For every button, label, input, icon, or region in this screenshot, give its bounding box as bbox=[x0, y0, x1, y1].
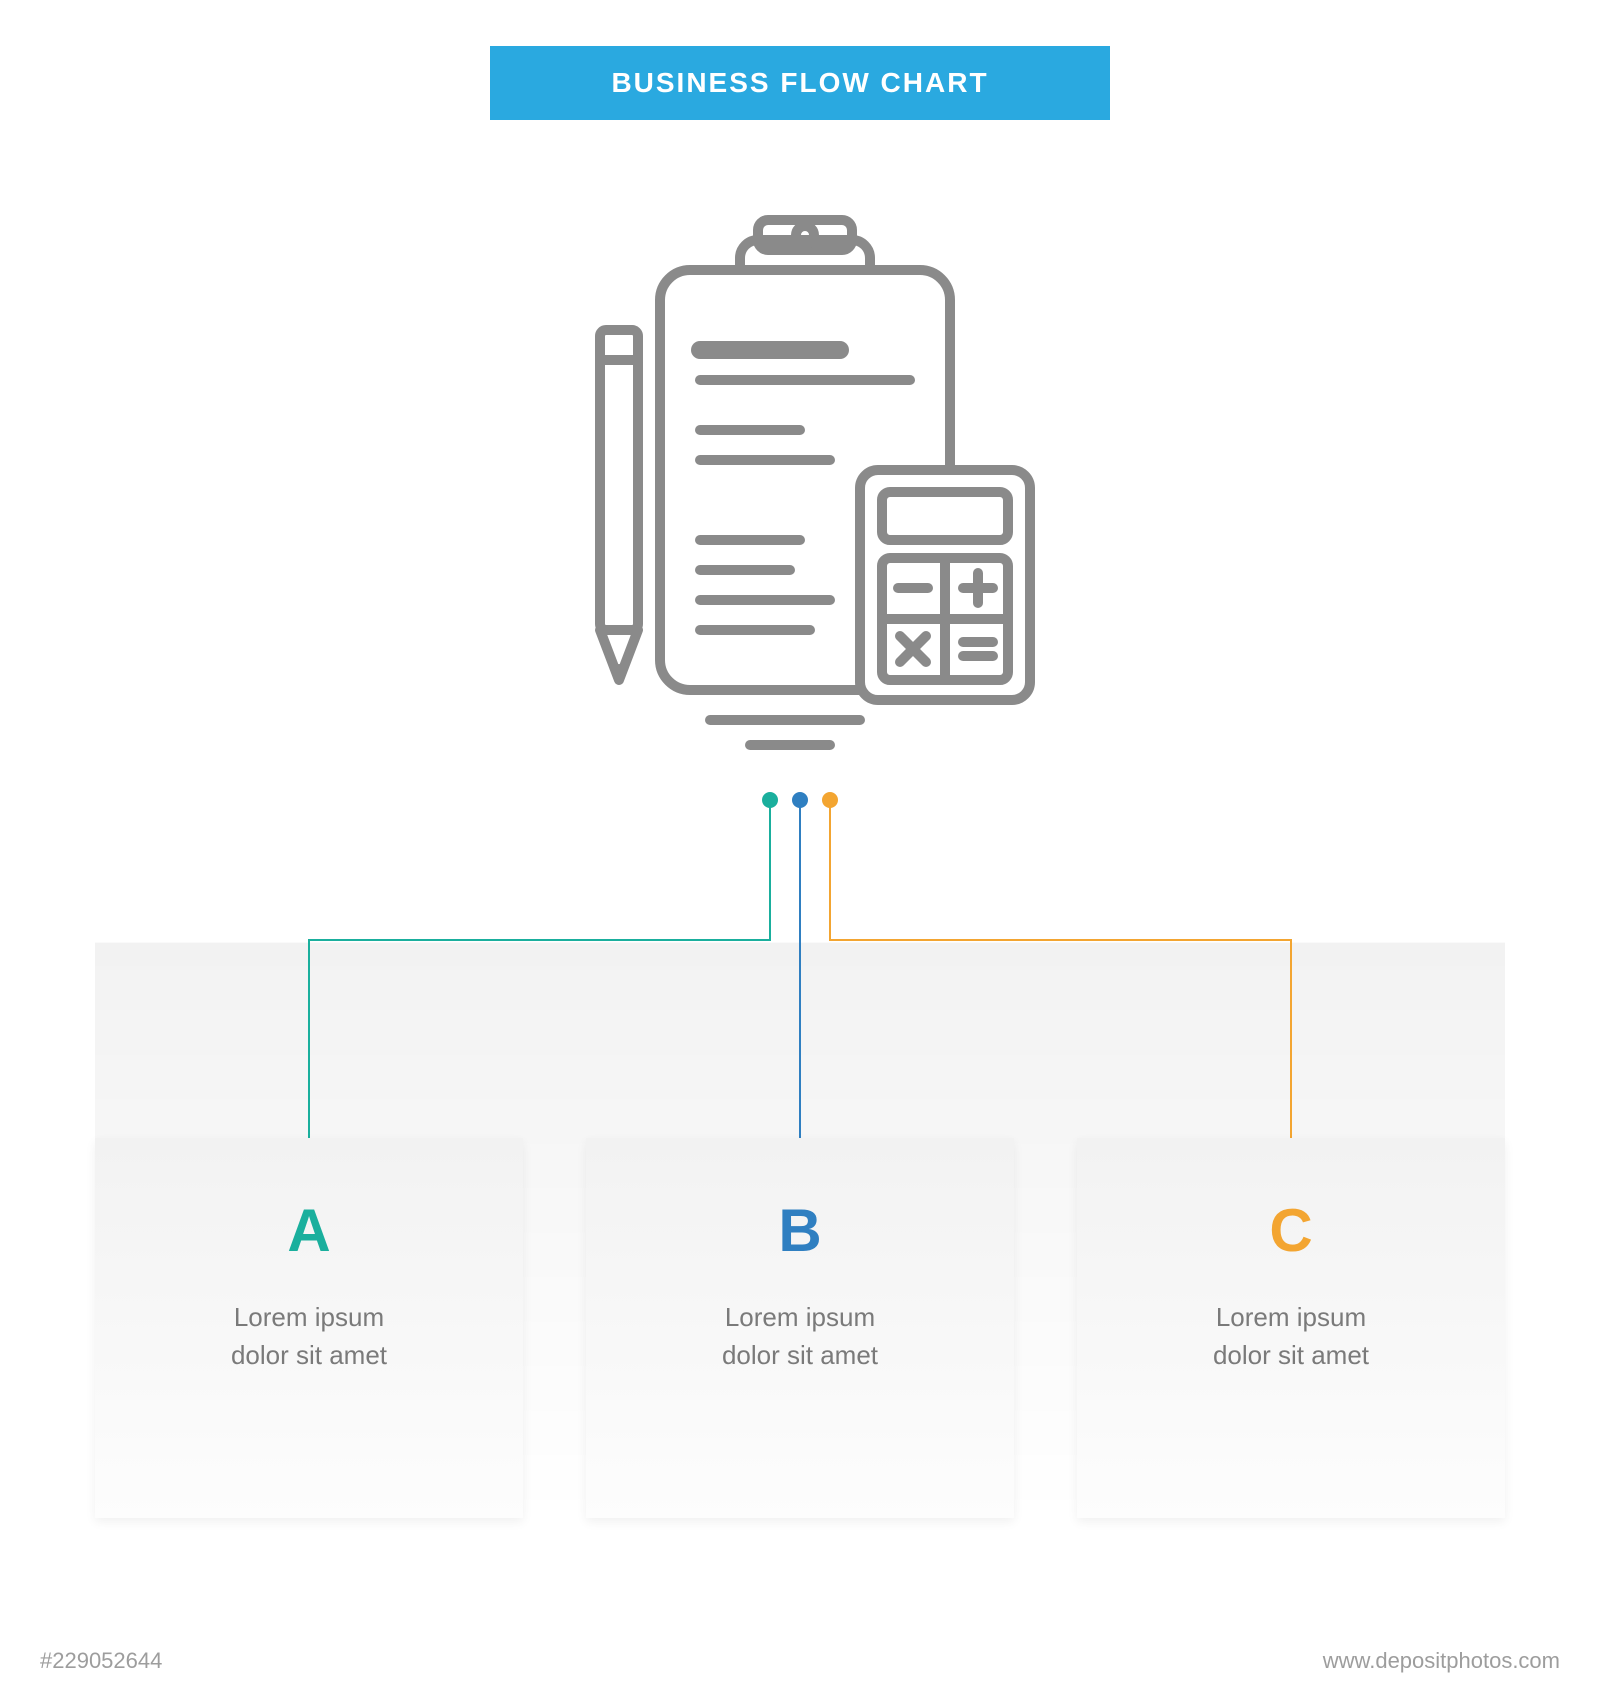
card-a: A Lorem ipsum dolor sit amet bbox=[95, 1138, 523, 1518]
clipboard-calculator-icon bbox=[540, 210, 1060, 770]
card-c: C Lorem ipsum dolor sit amet bbox=[1077, 1138, 1505, 1518]
footer-url: www.depositphotos.com bbox=[1323, 1648, 1560, 1674]
title-text: BUSINESS FLOW CHART bbox=[611, 67, 988, 99]
card-letter: B bbox=[778, 1196, 821, 1265]
card-letter: A bbox=[287, 1196, 330, 1265]
footer-id: #229052644 bbox=[40, 1648, 162, 1674]
card-description: Lorem ipsum dolor sit amet bbox=[1213, 1299, 1369, 1374]
card-row: A Lorem ipsum dolor sit amet B Lorem ipsum … bbox=[95, 1138, 1505, 1518]
page-title: BUSINESS FLOW CHART bbox=[490, 46, 1110, 120]
card-letter: C bbox=[1269, 1196, 1312, 1265]
card-description: Lorem ipsum dolor sit amet bbox=[722, 1299, 878, 1374]
card-b: B Lorem ipsum dolor sit amet bbox=[586, 1138, 1014, 1518]
card-description: Lorem ipsum dolor sit amet bbox=[231, 1299, 387, 1374]
